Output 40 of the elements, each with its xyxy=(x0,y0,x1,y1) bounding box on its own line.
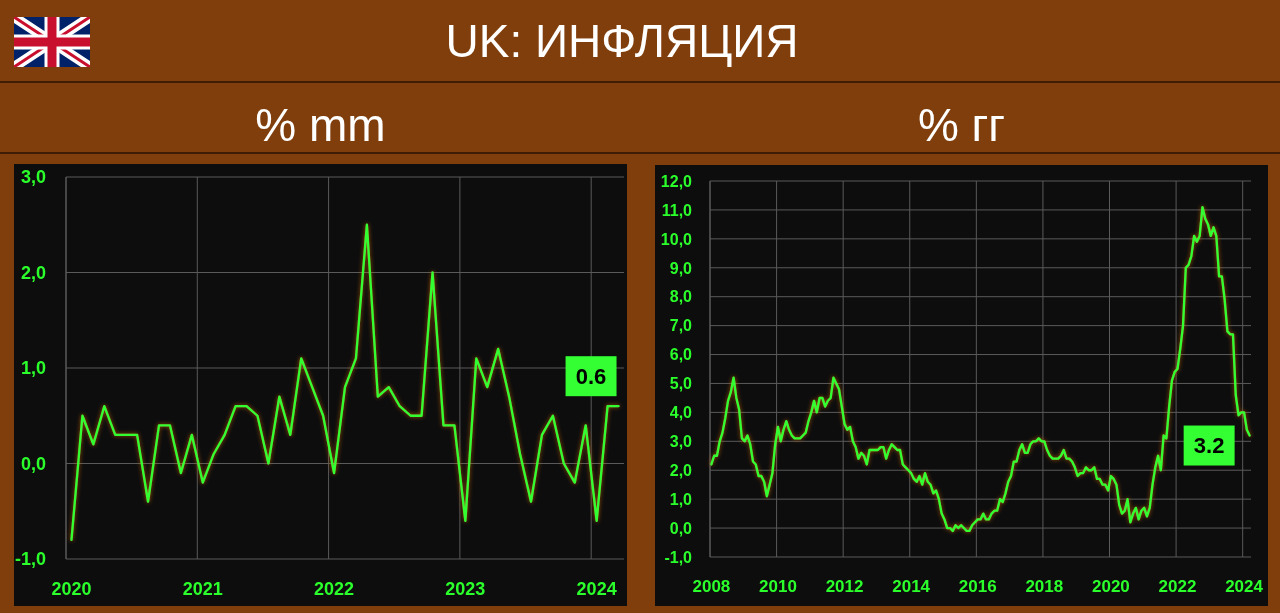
line-series xyxy=(70,223,620,542)
y-tick-label: -1,0 xyxy=(14,549,46,570)
x-tick-label: 2008 xyxy=(692,577,731,597)
x-tick-label: 2012 xyxy=(825,577,864,597)
chart-subtitle: % mm xyxy=(255,99,386,151)
line-series xyxy=(710,205,1251,533)
y-tick-label: 8,0 xyxy=(669,288,693,306)
y-tick-label: 7,0 xyxy=(669,317,693,335)
y-tick-label: 3,0 xyxy=(669,433,693,451)
y-tick-label: 4,0 xyxy=(669,404,693,422)
y-tick-label: 3,0 xyxy=(20,167,46,188)
x-tick-label: 2020 xyxy=(1091,577,1130,597)
x-tick-label: 2010 xyxy=(759,577,797,597)
chart-subtitle: % гг xyxy=(917,99,1006,151)
chart-title: UK: ИНФЛЯЦИЯ xyxy=(445,15,799,67)
y-tick-label: 10,0 xyxy=(660,230,693,248)
x-tick-label: 2020 xyxy=(51,579,92,600)
y-tick-label: -1,0 xyxy=(664,548,693,566)
y-tick-label: 0,0 xyxy=(669,519,693,537)
y-tick-label: 9,0 xyxy=(669,259,693,277)
y-tick-label: 6,0 xyxy=(669,346,693,364)
x-tick-label: 2016 xyxy=(958,577,997,597)
y-tick-label: 11,0 xyxy=(661,201,693,219)
data-label: 3.2 xyxy=(1193,433,1225,459)
x-tick-label: 2014 xyxy=(892,577,931,597)
data-label: 0.6 xyxy=(575,364,607,390)
y-tick-label: 2,0 xyxy=(669,461,693,479)
x-tick-label: 2024 xyxy=(1225,577,1264,597)
x-tick-label: 2024 xyxy=(576,579,617,600)
x-tick-label: 2021 xyxy=(182,579,223,600)
x-tick-label: 2023 xyxy=(445,579,486,600)
y-tick-label: 1,0 xyxy=(669,490,693,508)
x-tick-label: 2018 xyxy=(1025,577,1064,597)
y-tick-label: 2,0 xyxy=(20,262,46,283)
y-tick-label: 12,0 xyxy=(660,172,693,190)
x-tick-label: 2022 xyxy=(314,579,355,600)
y-tick-label: 1,0 xyxy=(20,358,46,379)
x-tick-label: 2022 xyxy=(1158,577,1197,597)
y-tick-label: 0,0 xyxy=(20,453,46,474)
y-tick-label: 5,0 xyxy=(669,375,693,393)
